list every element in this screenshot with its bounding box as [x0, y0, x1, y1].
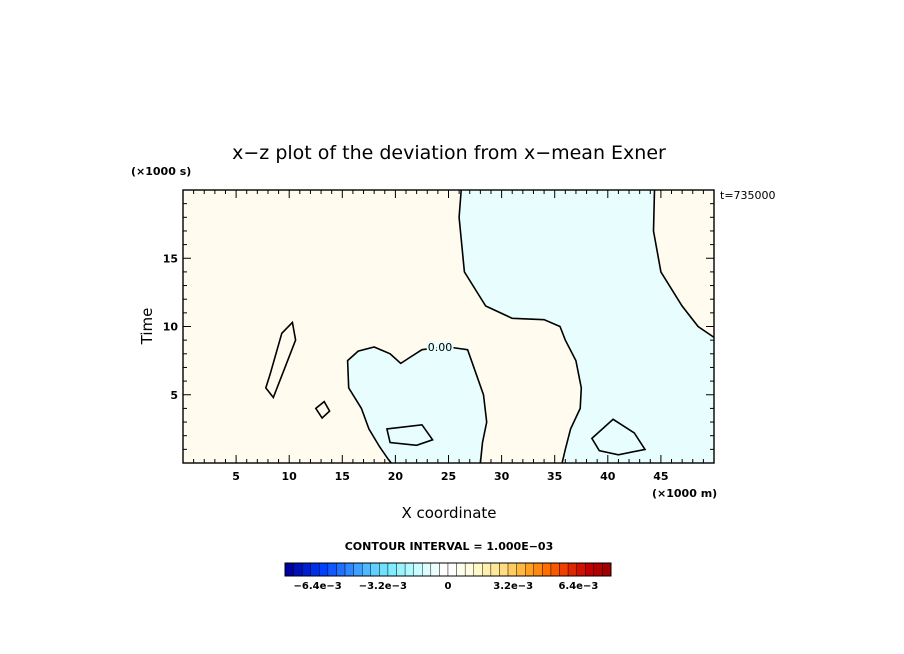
axis-ticks: [183, 190, 714, 463]
colorbar-swatch: [507, 562, 517, 577]
colorbar-swatch: [533, 562, 543, 577]
negative-region: [347, 190, 714, 463]
colorbar-swatch: [542, 562, 552, 577]
y-unit-label: (×1000 s): [131, 165, 191, 178]
x-tick-label: 45: [653, 470, 668, 483]
colorbar-swatch: [473, 562, 483, 577]
colorbar-swatch: [379, 562, 389, 577]
colorbar-swatch: [430, 562, 440, 577]
x-unit-label: (×1000 m): [652, 487, 717, 500]
colorbar-swatch: [567, 562, 577, 577]
colorbar-swatch: [447, 562, 457, 577]
colorbar-labels: −6.4e−3 −3.2e−3 0 3.2e−3 6.4e−3: [293, 581, 598, 592]
colorbar-swatch: [370, 562, 380, 577]
colorbar-swatch: [327, 562, 337, 577]
contour-closed-2: [314, 400, 331, 420]
colorbar-swatch: [550, 562, 560, 577]
contour-closed-3: [385, 423, 434, 447]
time-stamp-label: t=735000: [720, 189, 776, 202]
colorbar-swatch: [516, 562, 526, 577]
colorbar-swatch: [602, 562, 612, 577]
colorbar-swatch: [439, 562, 449, 577]
colorbar-swatch: [404, 562, 414, 577]
contour-value-label: 0.00: [428, 341, 453, 354]
x-axis-label: X coordinate: [401, 504, 496, 522]
colorbar-swatch: [422, 562, 432, 577]
colorbar: [284, 562, 612, 577]
x-tick-label: 25: [441, 470, 456, 483]
y-tick-label: 5: [170, 389, 178, 402]
colorbar-swatch: [559, 562, 569, 577]
contour-line-right: [458, 189, 583, 464]
x-tick-label: 10: [282, 470, 298, 483]
colorbar-swatch: [593, 562, 603, 577]
x-tick-label: 5: [232, 470, 240, 483]
colorbar-swatch: [301, 562, 311, 577]
colorbar-frame: [284, 562, 612, 577]
x-tick-label: 35: [547, 470, 562, 483]
colorbar-swatch: [319, 562, 329, 577]
x-tick-label: 15: [335, 470, 350, 483]
colorbar-swatch: [482, 562, 492, 577]
colorbar-swatch: [284, 562, 294, 577]
colorbar-swatch: [456, 562, 466, 577]
y-tick-label: 15: [163, 252, 178, 265]
contour-line-main: [346, 346, 488, 464]
colorbar-swatch: [310, 562, 320, 577]
colorbar-swatch: [576, 562, 586, 577]
colorbar-swatch: [387, 562, 397, 577]
colorbar-swatch: [344, 562, 354, 577]
colorbar-tick-label: 6.4e−3: [558, 581, 598, 592]
colorbar-swatch: [464, 562, 474, 577]
colorbar-swatch: [525, 562, 534, 577]
axis-tick-labels: 5 10 15 20 25 30 35 40 45 5 10 15: [163, 252, 669, 483]
contour-closed-4: [590, 418, 647, 456]
colorbar-swatch: [336, 562, 346, 577]
colorbar-swatch: [585, 562, 595, 577]
colorbar-tick-label: −3.2e−3: [359, 581, 407, 592]
colorbar-swatch: [396, 562, 406, 577]
colorbar-swatch: [353, 562, 363, 577]
colorbar-swatch: [293, 562, 303, 577]
colorbar-swatch: [499, 562, 509, 577]
chart-title: x−z plot of the deviation from x−mean Ex…: [232, 142, 666, 164]
colorbar-tick-label: −6.4e−3: [293, 581, 341, 592]
x-tick-label: 40: [600, 470, 616, 483]
contour-interval-label: CONTOUR INTERVAL = 1.000E−03: [345, 540, 554, 553]
y-tick-label: 10: [163, 321, 179, 334]
x-tick-label: 30: [494, 470, 510, 483]
x-tick-label: 20: [388, 470, 404, 483]
contour-line-far-right: [652, 189, 715, 339]
contour-closed-1: [264, 320, 297, 400]
plot-area: 0.00 5 10 15 20 25 30 35 40 45 5 10 15: [163, 189, 715, 483]
colorbar-swatch: [413, 562, 423, 577]
colorbar-tick-label: 0: [445, 581, 452, 592]
colorbar-swatch: [362, 562, 371, 577]
y-axis-label: Time: [138, 308, 156, 346]
colorbar-swatch: [490, 562, 500, 577]
colorbar-tick-label: 3.2e−3: [493, 581, 533, 592]
zero-contours: 0.00: [264, 189, 715, 464]
